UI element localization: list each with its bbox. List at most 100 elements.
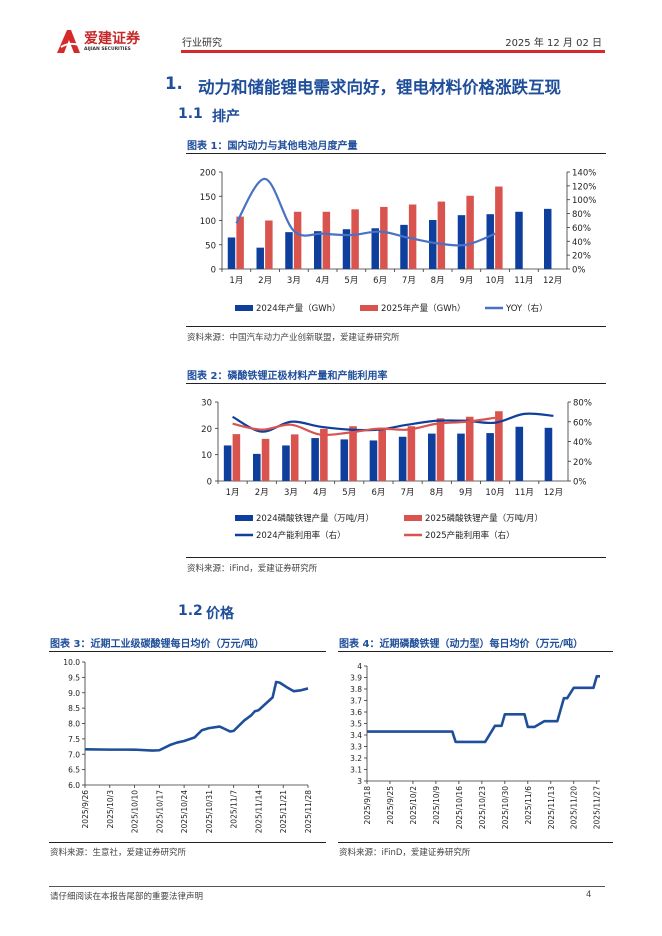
chart1-y2tick-label: 100% — [572, 196, 596, 206]
chart2-ytick-label: 30 — [201, 399, 212, 409]
chart2-title: 图表 2：磷酸铁锂正极材料产量和产能利用率 — [187, 371, 388, 382]
footer-disclaimer: 请仔细阅读在本报告尾部的重要法律声明 — [50, 892, 204, 902]
chart3-ytick-label: 9.5 — [68, 673, 80, 682]
chart2-bar — [320, 428, 328, 481]
chart2-y2tick-label: 20% — [573, 458, 592, 468]
chart4-xtick-label: 2025/10/30 — [501, 786, 510, 829]
chart2-legend-label: 2025产能利用率（右） — [425, 530, 515, 541]
chart4-ytick-label: 3.5 — [350, 720, 362, 729]
chart4-ytick-label: 3 — [357, 777, 362, 786]
chart2-bar — [369, 440, 378, 481]
chart1-line — [235, 177, 496, 247]
chart2-top-rule — [186, 383, 606, 384]
chart4-price-line — [367, 675, 600, 744]
chart4-ytick-label: 3.8 — [350, 685, 362, 694]
chart1-bar — [265, 220, 273, 269]
chart2-bottom-rule — [186, 557, 606, 558]
chart4-xtick-label: 2025/10/16 — [455, 786, 464, 829]
chart1-bar — [380, 206, 388, 269]
chart2-bar — [544, 427, 553, 481]
chart4-ytick-label: 3.3 — [350, 743, 362, 752]
chart2-source: 资料来源：iFind，爱建证券研究所 — [187, 564, 318, 574]
chart1-bar — [495, 186, 503, 269]
chart3-xtick-label: 2025/11/28 — [304, 790, 313, 833]
chart1-ytick-label: 0 — [211, 266, 216, 276]
chart4-xtick-label: 2025/10/2 — [409, 786, 418, 825]
chart1-bar — [544, 208, 552, 269]
chart1-legend-label: YOY（右） — [505, 303, 548, 314]
chart4-ytick-label: 3.6 — [350, 708, 362, 717]
chart2-bar — [253, 453, 261, 481]
chart4-ytick-label: 3.2 — [350, 754, 362, 763]
chart2-bar — [398, 436, 407, 481]
chart2-legend-swatch — [235, 515, 253, 521]
page-number: 4 — [586, 890, 592, 900]
chart2-bar — [282, 445, 290, 481]
chart1-legend-swatch — [360, 305, 378, 311]
chart2-bar — [232, 434, 241, 481]
chart2-legend-label: 2024磷酸铁锂产量（万吨/月） — [256, 513, 374, 524]
chart1-bar — [293, 211, 302, 269]
chart3-bottom-rule — [49, 842, 326, 843]
chart4-xtick-label: 2025/11/20 — [570, 786, 579, 829]
chart1-bar — [322, 211, 331, 269]
chart2-bar — [311, 438, 319, 481]
chart2-bar — [340, 439, 349, 481]
chart3-ytick-label: 10.0 — [63, 658, 80, 667]
chart1-xtick-label: 6月 — [373, 276, 387, 286]
chart1-bar — [236, 216, 244, 269]
chart1-bar — [408, 204, 417, 269]
chart1-ytick-label: 150 — [200, 193, 216, 203]
chart2-bar — [349, 426, 357, 481]
chart1-title: 图表 1：国内动力与其他电池月度产量 — [187, 141, 358, 152]
chart3-xtick-label: 2025/11/21 — [279, 790, 288, 833]
chart4-ytick-label: 4 — [357, 662, 362, 671]
chart2-xtick-label: 4月 — [313, 488, 327, 498]
brand-name: 爱建证券 — [84, 31, 140, 47]
chart2-line — [232, 412, 554, 433]
chart3-title: 图表 3：近期工业级碳酸锂每日均价（万元/吨） — [50, 639, 265, 650]
report-date: 2025 年 12 月 02 日 — [505, 38, 602, 49]
chart3-source: 资料来源：生意社，爱建证券研究所 — [50, 848, 187, 858]
chart1-bar — [457, 215, 466, 269]
brand-logo-icon — [57, 30, 80, 53]
chart4-title: 图表 4：近期磷酸铁锂（动力型）每日均价（万元/吨） — [339, 639, 584, 650]
chart2-y2tick-label: 40% — [573, 438, 592, 448]
chart1-ytick-label: 200 — [200, 169, 216, 179]
chart1-ytick-label: 50 — [205, 241, 216, 251]
chart2-y2tick-label: 80% — [573, 399, 592, 409]
chart2-xtick-label: 3月 — [284, 488, 298, 498]
report-category: 行业研究 — [182, 38, 222, 49]
chart1-bar — [429, 220, 437, 269]
chart3-ytick-label: 7.5 — [68, 735, 80, 744]
chart2-y2tick-label: 60% — [573, 418, 592, 428]
chart2-bar — [457, 433, 465, 481]
chart1-y2tick-label: 0% — [572, 266, 586, 276]
chart2-bar — [436, 418, 445, 481]
chart4-source: 资料来源：iFinD，爱建证券研究所 — [339, 848, 471, 858]
chart1-y2tick-label: 120% — [572, 182, 596, 192]
chart4-top-rule — [338, 651, 613, 652]
chart2-bar — [223, 445, 232, 481]
chart3-top-rule — [49, 651, 326, 652]
chart3-price-line — [84, 680, 309, 752]
chart2-xtick-label: 12月 — [544, 488, 563, 498]
chart1-bar — [256, 247, 264, 269]
chart2-xtick-label: 7月 — [401, 488, 415, 498]
section-1-number: 1. — [165, 74, 183, 93]
chart4-xtick-label: 2025/11/6 — [524, 786, 533, 825]
chart1-bar — [371, 228, 379, 269]
chart2-xtick-label: 9月 — [459, 488, 473, 498]
chart1-xtick-label: 3月 — [287, 276, 301, 286]
chart1-y2tick-label: 140% — [572, 169, 596, 179]
chart2-legend-swatch — [404, 515, 422, 521]
chart2-bar — [378, 428, 386, 481]
chart1-legend-label: 2025年产量（GWh） — [381, 303, 466, 314]
chart1-xtick-label: 1月 — [229, 276, 243, 286]
chart1-y2tick-label: 20% — [572, 252, 591, 262]
chart4-xtick-label: 2025/10/23 — [478, 786, 487, 829]
section-1-2-number: 1.2 — [178, 603, 203, 619]
chart1-bar — [437, 201, 446, 269]
chart2-xtick-label: 2月 — [255, 488, 269, 498]
chart2-y2tick-label: 0% — [573, 478, 587, 488]
